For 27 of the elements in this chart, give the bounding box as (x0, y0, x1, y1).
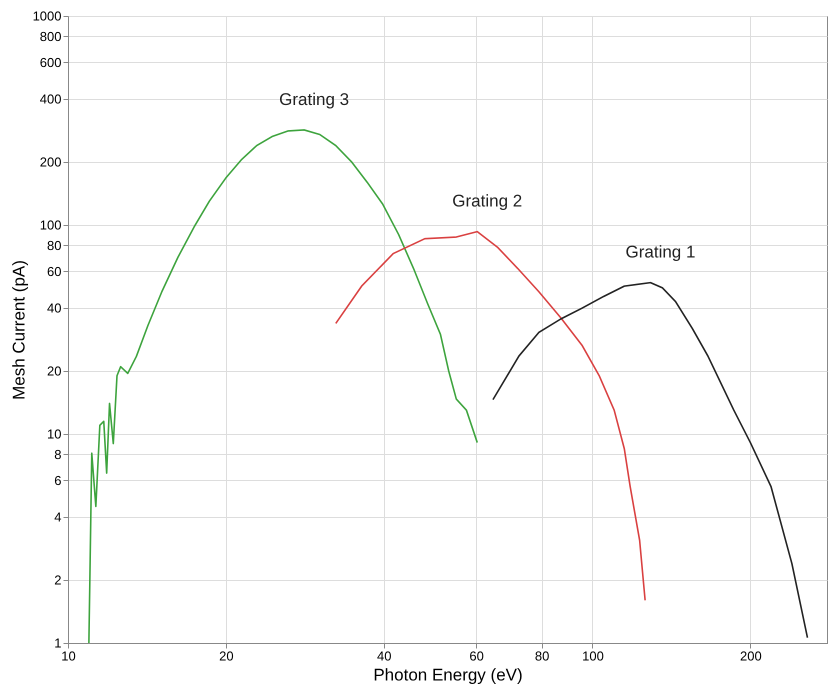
x-tick-label: 20 (219, 648, 234, 664)
y-tick-label: 1 (54, 636, 62, 650)
y-tick-label: 40 (47, 300, 62, 316)
x-tick-label: 100 (582, 648, 604, 664)
y-tick-label: 8 (54, 446, 62, 462)
x-tick-label: 200 (740, 648, 762, 664)
y-tick-label: 60 (47, 264, 62, 279)
y-tick-label: 1000 (32, 8, 62, 24)
y-tick-label: 20 (47, 364, 62, 379)
x-tick-label: 80 (534, 648, 550, 664)
x-tick-label: 40 (377, 648, 392, 664)
y-tick-label: 800 (40, 28, 62, 44)
y-tick-label: 2 (54, 572, 62, 588)
y-tick-label: 10 (47, 426, 62, 442)
x-axis-title: Photon Energy (eV) (373, 666, 523, 684)
series-label: Grating 1 (626, 242, 696, 262)
series-label: Grating 2 (452, 192, 522, 211)
y-tick-label: 4 (54, 510, 62, 525)
y-tick-label: 400 (40, 92, 62, 107)
y-tick-label: 100 (40, 218, 62, 232)
y-tick-label: 600 (40, 54, 62, 70)
y-axis-title: Mesh Current (pA) (10, 260, 29, 400)
y-tick-label: 200 (40, 154, 62, 170)
series-label: Grating 3 (279, 90, 350, 109)
y-tick-label: 6 (54, 472, 62, 488)
x-tick-label: 60 (469, 648, 484, 664)
y-tick-label: 80 (47, 238, 62, 253)
